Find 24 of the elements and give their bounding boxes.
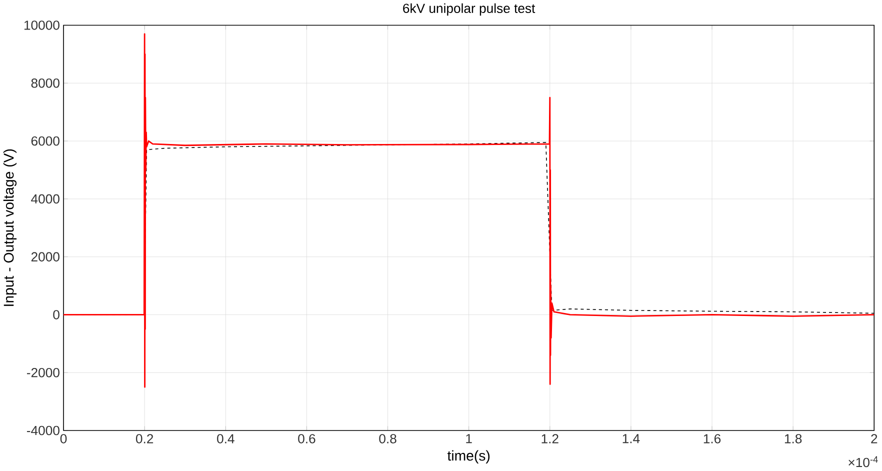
x-tick-label: 0.8: [379, 434, 396, 444]
y-axis-title: Input - Output voltage (V): [3, 150, 17, 306]
x-tick-label: 0.2: [136, 434, 154, 444]
x-tick-label: 1: [466, 434, 472, 444]
y-tick-label: 10000: [24, 20, 60, 30]
y-tick-label: 8000: [31, 78, 60, 88]
x-tick-label: 0: [60, 434, 67, 444]
x-tick-label: 1.2: [542, 434, 558, 444]
x-tick-label: 1.6: [704, 434, 721, 444]
x-axis-title: time(s): [447, 450, 490, 464]
chart-title: 6kV unipolar pulse test: [403, 4, 536, 16]
y-tick-label: 0: [53, 310, 60, 320]
x-tick-label: 2: [871, 434, 878, 444]
y-tick-label: 6000: [31, 136, 60, 146]
x-tick-label: 1.4: [622, 434, 640, 444]
x-tick-label: 0.4: [217, 434, 234, 444]
y-tick-label: -4000: [26, 426, 60, 436]
line-series: [64, 33, 874, 388]
x-tick-label: 0.6: [298, 434, 316, 444]
text: ×10$^{-4}$: [848, 456, 878, 468]
y-tick-label: -2000: [26, 368, 60, 378]
y-tick-label: 4000: [31, 194, 60, 204]
y-tick-label: 2000: [31, 252, 60, 262]
x-tick-label: 1.8: [784, 434, 802, 444]
